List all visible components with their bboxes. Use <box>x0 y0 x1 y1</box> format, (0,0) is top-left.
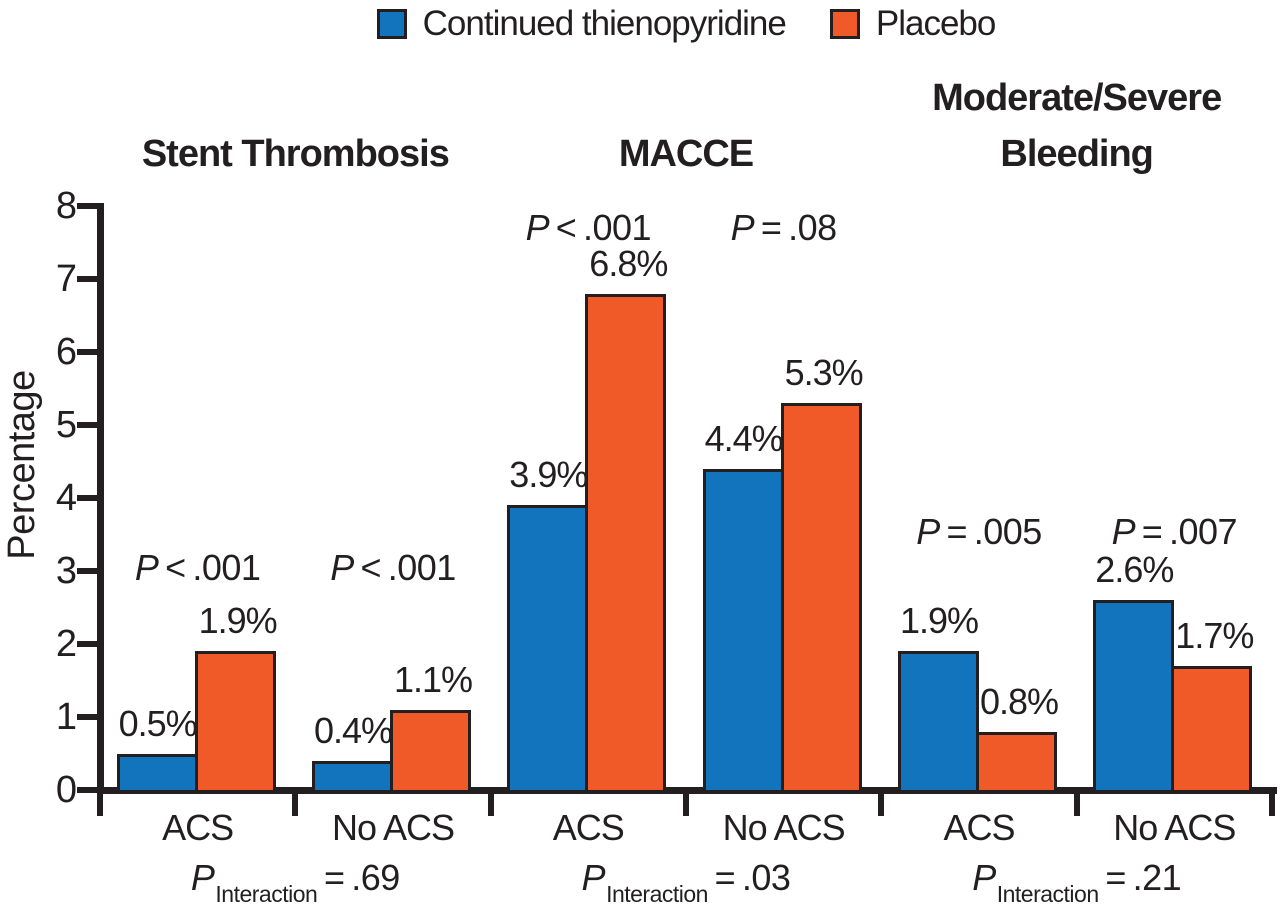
y-tick <box>77 714 97 720</box>
x-tick <box>97 792 103 816</box>
bar-value-label: 3.9% <box>509 454 588 496</box>
bar-thienopyridine <box>312 760 393 793</box>
y-tick <box>77 568 97 574</box>
p-value-label: P = .005 <box>916 511 1042 552</box>
thienopyridine-swatch-icon <box>376 9 407 39</box>
x-axis-label: ACS <box>552 807 625 848</box>
y-tick <box>77 422 97 428</box>
bar-thienopyridine <box>116 753 198 793</box>
x-tick <box>487 792 494 816</box>
x-tick <box>683 792 689 816</box>
bar-placebo <box>780 403 862 793</box>
bar-value-label: 2.6% <box>1095 549 1174 591</box>
p-value-label: P < .001 <box>330 547 456 588</box>
legend-label: Placebo <box>875 4 996 43</box>
bar-value-label: 0.5% <box>118 702 198 744</box>
x-tick <box>292 792 299 816</box>
y-tick-label: 4 <box>55 477 77 519</box>
y-tick-label: 3 <box>55 550 77 592</box>
bar-thienopyridine <box>507 505 589 793</box>
legend-item: Placebo <box>829 4 996 44</box>
y-tick <box>77 495 97 501</box>
p-interaction-label: PInteraction = .03 <box>581 857 791 907</box>
bar-thienopyridine <box>898 651 979 793</box>
y-tick-label: 8 <box>55 185 77 227</box>
x-axis-line <box>97 787 1277 794</box>
bar-value-label: 4.4% <box>704 417 784 459</box>
bar-placebo <box>976 731 1057 793</box>
x-axis-label: No ACS <box>331 807 455 848</box>
y-tick <box>77 203 97 209</box>
group-title-line: MACCE <box>618 133 754 175</box>
bar-value-label: 0.8% <box>979 680 1059 722</box>
y-tick-label: 2 <box>55 623 77 665</box>
x-axis-label: No ACS <box>1113 807 1236 848</box>
y-tick-label: 1 <box>55 696 77 738</box>
y-tick <box>77 641 97 647</box>
legend: Continued thienopyridine Placebo <box>100 4 1272 44</box>
bar-placebo <box>390 709 471 793</box>
y-tick <box>77 787 97 793</box>
group-title-line: Moderate/Severe <box>932 77 1222 119</box>
group-title: Moderate/Severe Bleeding <box>777 70 1280 182</box>
y-tick-label: 5 <box>55 404 77 446</box>
y-tick-label: 7 <box>55 258 77 300</box>
x-tick <box>1269 792 1275 816</box>
p-value-label: P < .001 <box>134 547 261 588</box>
bar-value-label: 1.9% <box>899 600 979 642</box>
placebo-swatch-icon <box>829 9 860 39</box>
p-value-label: P = .08 <box>730 207 838 248</box>
bar-placebo <box>1171 665 1253 793</box>
x-axis-label: ACS <box>943 807 1015 848</box>
bar-value-label: 1.7% <box>1175 614 1254 656</box>
p-interaction-label: PInteraction = .21 <box>972 857 1182 907</box>
group-title: Stent Thrombosis <box>0 126 595 182</box>
x-axis-label: ACS <box>162 807 234 848</box>
x-tick <box>878 792 885 816</box>
bar-thienopyridine <box>702 468 784 793</box>
bar-value-label: 6.8% <box>589 242 668 284</box>
bar-value-label: 0.4% <box>313 709 393 751</box>
bar-placebo <box>194 651 276 793</box>
y-tick-label: 6 <box>55 331 77 373</box>
p-value-label: P = .007 <box>1111 511 1238 552</box>
x-axis-label: No ACS <box>722 807 846 848</box>
bar-value-label: 5.3% <box>784 352 864 394</box>
y-tick <box>77 276 97 282</box>
y-tick <box>77 349 97 355</box>
legend-item: Continued thienopyridine <box>376 4 787 44</box>
x-tick <box>1073 792 1080 816</box>
legend-label: Continued thienopyridine <box>422 4 787 43</box>
y-tick-label: 0 <box>55 769 77 811</box>
bar-placebo <box>585 293 667 793</box>
group-title: MACCE <box>386 126 986 182</box>
bar-value-label: 1.9% <box>198 600 278 642</box>
bar-value-label: 1.1% <box>393 658 473 700</box>
p-value-label: P < .001 <box>525 207 652 248</box>
p-interaction-label: PInteraction = .69 <box>190 857 400 907</box>
group-title-line: Stent Thrombosis <box>141 133 450 175</box>
y-axis-line <box>97 203 104 794</box>
group-title-line: Bleeding <box>1000 133 1153 175</box>
